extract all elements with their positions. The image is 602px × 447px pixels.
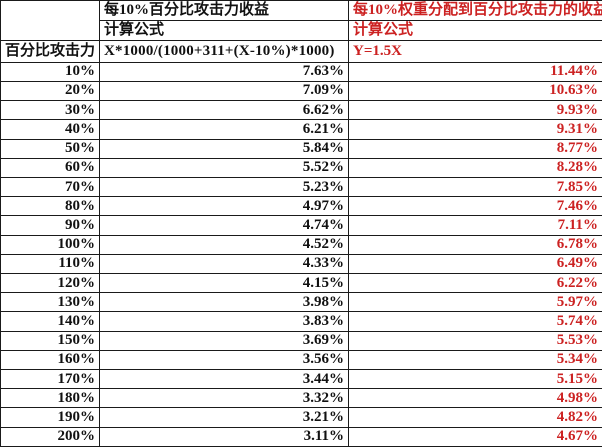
attack-pct-cell: 30% bbox=[0, 100, 100, 121]
weighted-gain-cell: 5.74% bbox=[348, 311, 602, 332]
weighted-gain-cell: 6.22% bbox=[348, 272, 602, 294]
header-row-formulas: 百分比攻击力 X*1000/(1000+311+(X-10%)*1000) Y=… bbox=[0, 40, 602, 63]
attack-pct-cell: 80% bbox=[0, 196, 100, 217]
attack-pct-cell: 70% bbox=[0, 176, 100, 198]
weighted-gain-cell: 5.97% bbox=[348, 292, 602, 313]
gain-cell: 5.23% bbox=[99, 176, 349, 198]
weighted-gain-cell: 11.44% bbox=[348, 61, 602, 82]
weighted-gain-cell: 5.34% bbox=[348, 349, 602, 370]
attack-pct-cell: 100% bbox=[0, 234, 100, 255]
gain-cell: 5.84% bbox=[99, 138, 349, 159]
gain-cell: 6.21% bbox=[99, 119, 349, 140]
col3-title: 每10%权重分配到百分比攻击力的收益 bbox=[348, 0, 602, 22]
attack-pct-cell: 150% bbox=[0, 330, 100, 351]
table-row: 160% 3.56% 5.34% bbox=[0, 349, 602, 370]
col2-formula-label: 计算公式 bbox=[99, 20, 349, 42]
weighted-gain-cell: 6.49% bbox=[348, 253, 602, 274]
weighted-gain-cell: 9.93% bbox=[348, 100, 602, 121]
col3-formula: Y=1.5X bbox=[348, 40, 602, 63]
col1-title: 百分比攻击力 bbox=[0, 40, 100, 63]
table-row: 130% 3.98% 5.97% bbox=[0, 292, 602, 313]
table-row: 80% 4.97% 7.46% bbox=[0, 196, 602, 217]
attack-pct-cell: 170% bbox=[0, 368, 100, 390]
attack-pct-cell: 40% bbox=[0, 119, 100, 140]
gain-cell: 4.97% bbox=[99, 196, 349, 217]
attack-pct-cell: 130% bbox=[0, 292, 100, 313]
attack-pct-cell: 60% bbox=[0, 157, 100, 178]
weighted-gain-cell: 4.82% bbox=[348, 407, 602, 428]
table-row: 200% 3.11% 4.67% bbox=[0, 426, 602, 447]
weighted-gain-cell: 7.11% bbox=[348, 215, 602, 236]
weighted-gain-cell: 9.31% bbox=[348, 119, 602, 140]
table-row: 140% 3.83% 5.74% bbox=[0, 311, 602, 332]
empty-corner-cell bbox=[0, 0, 100, 42]
table-row: 170% 3.44% 5.15% bbox=[0, 368, 602, 390]
gain-cell: 3.56% bbox=[99, 349, 349, 370]
gain-cell: 4.15% bbox=[99, 272, 349, 294]
attack-pct-cell: 140% bbox=[0, 311, 100, 332]
gain-cell: 4.74% bbox=[99, 215, 349, 236]
col3-formula-label: 计算公式 bbox=[348, 20, 602, 42]
table-row: 100% 4.52% 6.78% bbox=[0, 234, 602, 255]
attack-pct-cell: 180% bbox=[0, 388, 100, 409]
weighted-gain-cell: 5.53% bbox=[348, 330, 602, 351]
table-row: 180% 3.32% 4.98% bbox=[0, 388, 602, 409]
weighted-gain-cell: 4.67% bbox=[348, 426, 602, 447]
attack-pct-cell: 110% bbox=[0, 253, 100, 274]
col2-formula: X*1000/(1000+311+(X-10%)*1000) bbox=[99, 40, 349, 63]
table-body: 10% 7.63% 11.44% 20% 7.09% 10.63% 30% 6.… bbox=[0, 61, 602, 447]
weighted-gain-cell: 6.78% bbox=[348, 234, 602, 255]
table-row: 10% 7.63% 11.44% bbox=[0, 61, 602, 82]
gain-cell: 4.33% bbox=[99, 253, 349, 274]
table-row: 60% 5.52% 8.28% bbox=[0, 157, 602, 178]
gain-cell: 3.21% bbox=[99, 407, 349, 428]
weighted-gain-cell: 7.85% bbox=[348, 176, 602, 198]
gain-cell: 7.63% bbox=[99, 61, 349, 82]
attack-pct-cell: 90% bbox=[0, 215, 100, 236]
weighted-gain-cell: 8.77% bbox=[348, 138, 602, 159]
gain-cell: 6.62% bbox=[99, 100, 349, 121]
attack-pct-cell: 190% bbox=[0, 407, 100, 428]
header-row-title: 每10%百分比攻击力收益 每10%权重分配到百分比攻击力的收益 bbox=[0, 0, 602, 42]
table-row: 20% 7.09% 10.63% bbox=[0, 80, 602, 102]
gain-cell: 4.52% bbox=[99, 234, 349, 255]
gain-cell: 7.09% bbox=[99, 80, 349, 102]
table-row: 30% 6.62% 9.93% bbox=[0, 100, 602, 121]
table-row: 110% 4.33% 6.49% bbox=[0, 253, 602, 274]
col2-title: 每10%百分比攻击力收益 bbox=[99, 0, 349, 22]
gain-cell: 5.52% bbox=[99, 157, 349, 178]
weighted-gain-cell: 8.28% bbox=[348, 157, 602, 178]
gain-cell: 3.11% bbox=[99, 426, 349, 447]
attack-pct-cell: 120% bbox=[0, 272, 100, 294]
attack-pct-cell: 160% bbox=[0, 349, 100, 370]
table-row: 40% 6.21% 9.31% bbox=[0, 119, 602, 140]
attack-pct-cell: 50% bbox=[0, 138, 100, 159]
gain-cell: 3.98% bbox=[99, 292, 349, 313]
table-row: 50% 5.84% 8.77% bbox=[0, 138, 602, 159]
table-row: 190% 3.21% 4.82% bbox=[0, 407, 602, 428]
table-row: 150% 3.69% 5.53% bbox=[0, 330, 602, 351]
weighted-gain-cell: 10.63% bbox=[348, 80, 602, 102]
attack-pct-cell: 200% bbox=[0, 426, 100, 447]
attack-pct-cell: 10% bbox=[0, 61, 100, 82]
table-row: 70% 5.23% 7.85% bbox=[0, 176, 602, 198]
gain-cell: 3.32% bbox=[99, 388, 349, 409]
gain-cell: 3.44% bbox=[99, 368, 349, 390]
table-row: 120% 4.15% 6.22% bbox=[0, 272, 602, 294]
attack-pct-cell: 20% bbox=[0, 80, 100, 102]
gain-cell: 3.69% bbox=[99, 330, 349, 351]
weighted-gain-cell: 7.46% bbox=[348, 196, 602, 217]
gain-cell: 3.83% bbox=[99, 311, 349, 332]
weighted-gain-cell: 4.98% bbox=[348, 388, 602, 409]
weighted-gain-cell: 5.15% bbox=[348, 368, 602, 390]
table-row: 90% 4.74% 7.11% bbox=[0, 215, 602, 236]
